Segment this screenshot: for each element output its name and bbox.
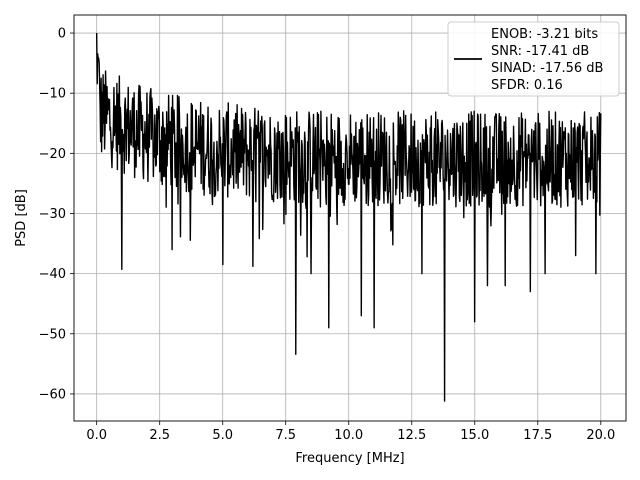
legend: ENOB: -3.21 bits SNR: -17.41 dB SINAD: -… xyxy=(447,21,620,97)
y-tick-label: −20 xyxy=(39,147,66,162)
psd-trace xyxy=(95,33,602,402)
y-axis-label: PSD [dB] xyxy=(14,189,29,247)
x-tick-label: 2.5 xyxy=(149,428,170,443)
y-axis-ticks: 0 −10 −20 −30 −40 −50 −60 xyxy=(39,27,74,402)
legend-box xyxy=(447,21,620,97)
legend-entry-enob: ENOB: -3.21 bits xyxy=(491,27,598,42)
x-tick-label: 17.5 xyxy=(523,428,552,443)
x-tick-label: 12.5 xyxy=(397,428,426,443)
legend-entry-sfdr: SFDR: 0.16 xyxy=(491,78,563,93)
legend-entry-sinad: SINAD: -17.56 dB xyxy=(491,61,603,76)
y-tick-label: −60 xyxy=(39,387,66,402)
y-tick-label: −40 xyxy=(39,267,66,282)
legend-entry-snr: SNR: -17.41 dB xyxy=(491,44,589,59)
x-tick-label: 7.5 xyxy=(275,428,296,443)
psd-trace-group xyxy=(95,33,602,402)
x-tick-label: 5.0 xyxy=(212,428,233,443)
x-axis-ticks: 0.0 2.5 5.0 7.5 10.0 12.5 15.0 17.5 20.0 xyxy=(86,421,615,443)
plot-frame xyxy=(73,14,627,422)
y-tick-label: −30 xyxy=(39,207,66,222)
x-tick-label: 20.0 xyxy=(586,428,615,443)
x-tick-label: 10.0 xyxy=(334,428,363,443)
y-tick-label: −50 xyxy=(39,327,66,342)
y-tick-label: 0 xyxy=(58,27,66,42)
x-axis-label: Frequency [MHz] xyxy=(295,451,404,466)
y-tick-label: −10 xyxy=(39,87,66,102)
x-tick-label: 0.0 xyxy=(86,428,107,443)
x-tick-label: 15.0 xyxy=(460,428,489,443)
